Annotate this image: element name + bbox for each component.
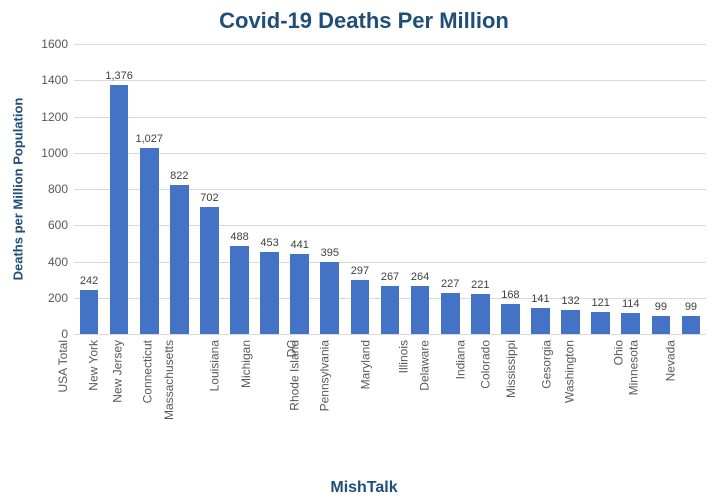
bar-value-label: 1,027 (135, 133, 163, 145)
grid-line (74, 117, 706, 118)
bar (411, 286, 430, 334)
grid-line (74, 334, 706, 335)
x-tick-label: Massachusetts (162, 340, 176, 420)
x-tick-label: Illinois (396, 340, 410, 373)
x-tick-label: Washington (562, 340, 576, 403)
x-tick-label: Maryland (358, 340, 372, 389)
bar-value-label: 168 (501, 289, 519, 301)
bar-value-label: 441 (291, 239, 309, 251)
x-tick-label: New Jersey (111, 340, 125, 403)
x-tick-label: USA Total (56, 340, 70, 392)
y-tick-label: 800 (48, 182, 68, 196)
grid-line (74, 153, 706, 154)
bar (441, 293, 460, 334)
bar (682, 316, 701, 334)
plot-area: 02004006008001000120014001600242USA Tota… (74, 44, 706, 334)
bar (230, 246, 249, 334)
y-tick-label: 200 (48, 291, 68, 305)
bar (351, 280, 370, 334)
bar (531, 308, 550, 334)
grid-line (74, 44, 706, 45)
bar-value-label: 141 (531, 293, 549, 305)
grid-line (74, 225, 706, 226)
grid-line (74, 80, 706, 81)
x-tick-label: Louisiana (207, 340, 221, 391)
bar (200, 207, 219, 334)
bar-value-label: 267 (381, 271, 399, 283)
x-tick-label: Ohio (611, 340, 625, 365)
bar (80, 290, 99, 334)
bar (110, 85, 129, 334)
y-tick-label: 1600 (41, 37, 68, 51)
chart-footer: MishTalk (0, 479, 728, 497)
x-tick-label: Connecticut (141, 340, 155, 403)
bar-value-label: 121 (591, 297, 609, 309)
x-tick-label: New York (87, 340, 101, 391)
bar-value-label: 395 (321, 247, 339, 259)
x-tick-label: Michigan (239, 340, 253, 388)
y-tick-label: 600 (48, 218, 68, 232)
bar-value-label: 132 (561, 295, 579, 307)
bar-value-label: 453 (260, 237, 278, 249)
y-tick-label: 1000 (41, 146, 68, 160)
bar-value-label: 264 (411, 271, 429, 283)
bar (501, 304, 520, 334)
grid-line (74, 189, 706, 190)
x-tick-label: Gesorgia (539, 340, 553, 389)
x-tick-label: Rhode Island (287, 340, 301, 411)
bar (381, 286, 400, 334)
y-tick-label: 1400 (41, 73, 68, 87)
bar (260, 252, 279, 334)
x-tick-label: Indiana (454, 340, 468, 379)
x-tick-label: Mississippi (504, 340, 518, 398)
bar (561, 310, 580, 334)
bar-value-label: 488 (230, 231, 248, 243)
bar-value-label: 822 (170, 170, 188, 182)
bar-value-label: 99 (655, 301, 667, 313)
bar-value-label: 297 (351, 265, 369, 277)
x-tick-label: Colorado (479, 340, 493, 389)
bar-value-label: 221 (471, 279, 489, 291)
bar (140, 148, 159, 334)
bar (320, 262, 339, 334)
bar-value-label: 242 (80, 275, 98, 287)
y-tick-label: 0 (61, 327, 68, 341)
y-axis-label: Deaths per Million Population (11, 98, 26, 281)
chart-title: Covid-19 Deaths Per Million (0, 8, 728, 34)
x-tick-label: Nevada (663, 340, 677, 381)
x-tick-label: Minnesota (626, 340, 640, 395)
x-tick-label: Pennsylvania (317, 340, 331, 411)
bar-value-label: 227 (441, 278, 459, 290)
grid-line (74, 262, 706, 263)
bar (652, 316, 671, 334)
bar (170, 185, 189, 334)
bar-value-label: 99 (685, 301, 697, 313)
bar-value-label: 114 (622, 298, 640, 310)
x-tick-label: Delaware (418, 340, 432, 391)
bar-value-label: 702 (200, 192, 218, 204)
y-tick-label: 1200 (41, 110, 68, 124)
chart-container: Covid-19 Deaths Per Million Deaths per M… (0, 0, 728, 503)
bar-value-label: 1,376 (105, 70, 133, 82)
y-tick-label: 400 (48, 255, 68, 269)
bar (290, 254, 309, 334)
bar (621, 313, 640, 334)
bar (591, 312, 610, 334)
bar (471, 294, 490, 334)
